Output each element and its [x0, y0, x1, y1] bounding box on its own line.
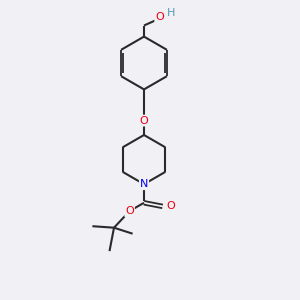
Text: O: O — [140, 116, 148, 126]
Text: N: N — [140, 179, 148, 189]
Text: O: O — [167, 201, 176, 212]
Text: O: O — [155, 12, 164, 22]
Text: H: H — [167, 8, 175, 19]
Text: O: O — [125, 206, 134, 216]
